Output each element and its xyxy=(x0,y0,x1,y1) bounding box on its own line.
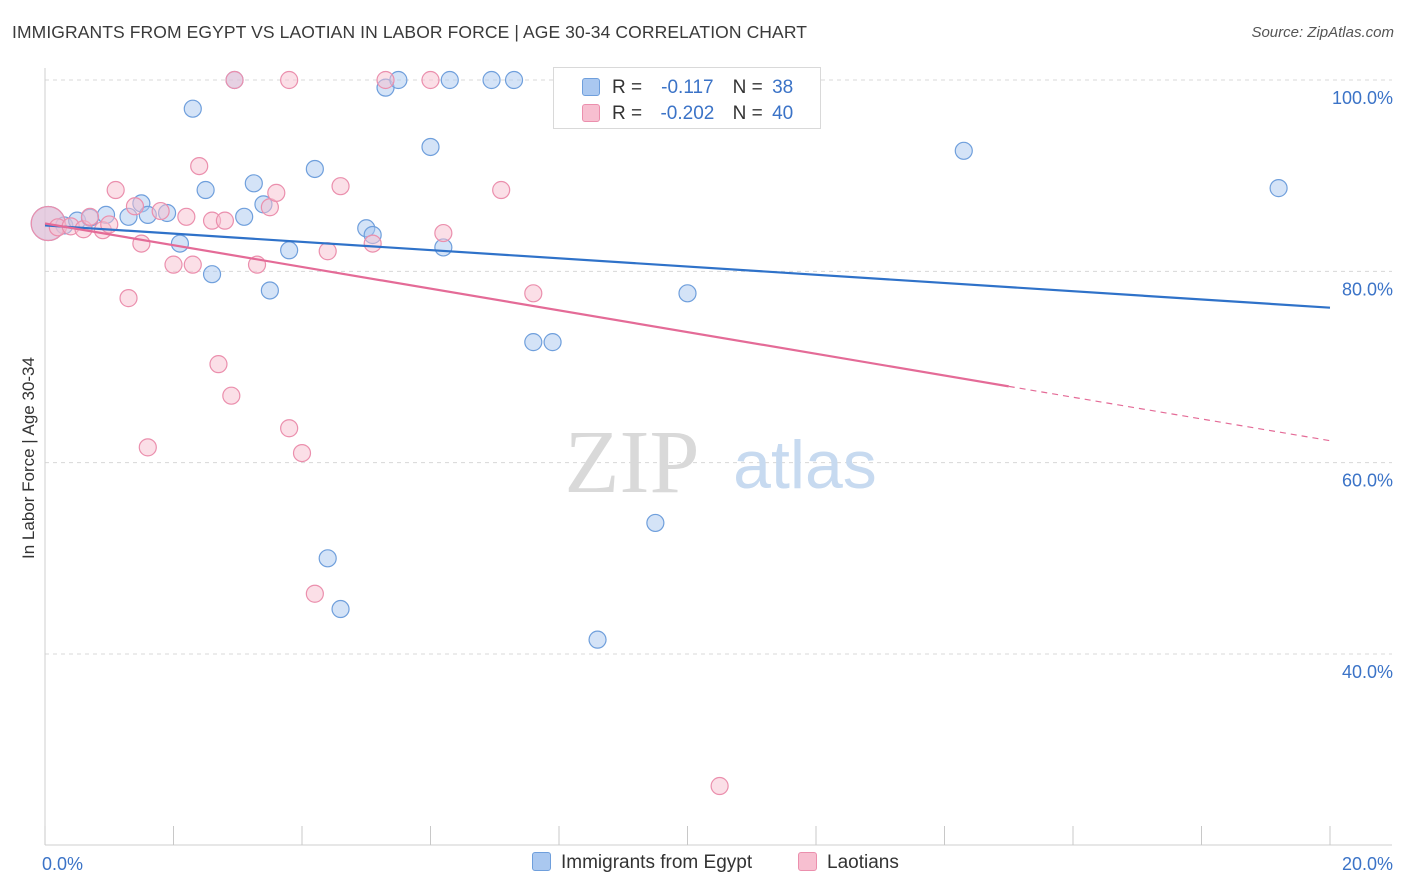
egypt-r-value: -0.117 xyxy=(661,77,714,98)
legend-item-laotian[interactable]: Laotians xyxy=(798,852,899,874)
laotian-point xyxy=(138,438,157,457)
egypt-point xyxy=(280,241,299,260)
laotian-r-value: -0.202 xyxy=(660,103,715,124)
y-axis-label: In Labor Force | Age 30-34 xyxy=(19,357,38,559)
axis-layer xyxy=(44,68,1392,846)
laotian-r-label: R = xyxy=(612,103,643,124)
source-label: Source: ZipAtlas.com xyxy=(1251,24,1394,41)
egypt-n-label: N = xyxy=(732,77,763,98)
laotian-point xyxy=(524,284,543,303)
trend-layer xyxy=(44,222,1331,442)
egypt-point xyxy=(954,141,973,160)
laotian-point xyxy=(190,157,209,176)
laotian-n-label: N = xyxy=(732,103,763,124)
laotian-point xyxy=(80,207,100,226)
laotian-point xyxy=(280,419,299,438)
laotian-point xyxy=(492,180,511,200)
egypt-legend-label: Immigrants from Egypt xyxy=(561,852,753,873)
egypt-point xyxy=(331,599,350,619)
laotian-point xyxy=(710,776,729,796)
laotian-point xyxy=(222,386,241,405)
egypt-r-label: R = xyxy=(612,77,643,98)
laotian-point xyxy=(421,70,440,90)
x-tick-label-max: 20.0% xyxy=(1342,854,1393,874)
egypt-point xyxy=(588,630,607,649)
egypt-point xyxy=(524,333,543,352)
egypt-point xyxy=(318,549,337,568)
egypt-point xyxy=(440,70,459,90)
laotian-point xyxy=(318,242,337,261)
laotian-point xyxy=(151,201,170,221)
egypt-point xyxy=(305,159,324,179)
laotian-point xyxy=(119,289,138,308)
watermark-zip: ZIP xyxy=(565,413,700,512)
egypt-point xyxy=(170,234,190,253)
egypt-point xyxy=(235,207,254,226)
egypt-point xyxy=(260,281,279,300)
laotian-point xyxy=(183,255,202,274)
laotian-point xyxy=(434,223,453,243)
egypt-point xyxy=(543,333,562,352)
laotian-point xyxy=(280,70,299,90)
laotian-point xyxy=(177,207,196,226)
laotian-point xyxy=(376,70,395,90)
laotian-point xyxy=(292,444,312,463)
laotian-point xyxy=(209,355,228,374)
y-tick-label: 80.0% xyxy=(1342,279,1393,299)
egypt-point xyxy=(646,513,665,533)
x-tick-label-min: 0.0% xyxy=(42,854,83,874)
legend-item-egypt[interactable]: Immigrants from Egypt xyxy=(532,852,752,874)
laotian-trend-extension xyxy=(1008,385,1331,442)
laotian-point xyxy=(225,70,244,90)
chart-title: IMMIGRANTS FROM EGYPT VS LAOTIAN IN LABO… xyxy=(12,22,808,42)
egypt-point xyxy=(196,180,215,200)
egypt-point xyxy=(1269,179,1288,198)
stats-legend: R = -0.117 N = 38 R = -0.202 N = 40 xyxy=(553,67,821,129)
laotian-n-value: 40 xyxy=(772,103,794,124)
grid-layer xyxy=(45,79,1392,655)
egypt-point xyxy=(244,174,263,193)
laotian-point xyxy=(363,234,382,253)
egypt-point xyxy=(421,137,440,157)
laotian-point xyxy=(215,211,234,230)
y-tick-label: 100.0% xyxy=(1332,88,1393,108)
laotian-swatch xyxy=(582,104,600,122)
y-tick-label: 60.0% xyxy=(1342,471,1393,491)
egypt-swatch xyxy=(582,78,600,96)
egypt-point xyxy=(678,284,697,303)
laotian-point xyxy=(267,183,286,202)
egypt-trend-line xyxy=(44,224,1331,309)
egypt-point xyxy=(504,70,524,90)
laotian-point xyxy=(305,584,324,603)
egypt-n-value: 38 xyxy=(772,77,794,98)
laotian-point xyxy=(125,197,145,216)
egypt-point xyxy=(202,265,222,284)
labels-layer: 40.0% 60.0% 80.0% 100.0% 0.0% 20.0% xyxy=(42,88,1393,874)
watermark-atlas: atlas xyxy=(733,427,877,503)
laotian-point xyxy=(106,180,125,200)
laotian-legend-label: Laotians xyxy=(827,852,899,873)
laotian-point xyxy=(331,177,350,196)
egypt-point xyxy=(482,70,501,90)
watermark: ZIP atlas xyxy=(565,413,877,512)
laotian-point xyxy=(132,234,151,253)
laotian-trend-line xyxy=(44,222,1009,388)
laotian-point xyxy=(164,255,183,274)
egypt-legend-swatch xyxy=(532,852,551,871)
egypt-point xyxy=(183,99,202,118)
y-tick-label: 40.0% xyxy=(1342,662,1393,682)
laotian-legend-swatch xyxy=(798,852,817,871)
